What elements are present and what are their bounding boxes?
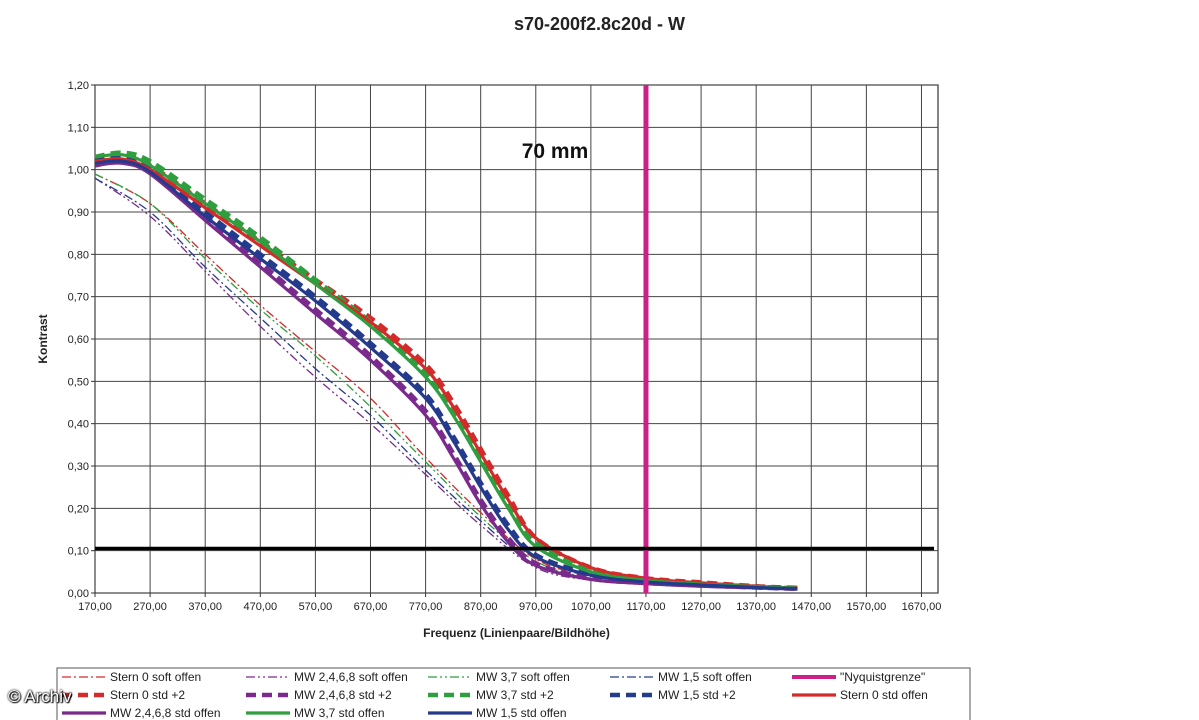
- legend-label: MW 3,7 soft offen: [476, 670, 570, 684]
- series-line: [94, 173, 798, 590]
- y-tick-label: 0,30: [68, 461, 89, 473]
- y-tick-label: 1,20: [68, 80, 89, 92]
- y-axis-label: Kontrast: [36, 314, 50, 363]
- series-line: [94, 177, 798, 591]
- y-tick-label: 0,80: [68, 249, 89, 261]
- legend-label: Stern 0 soft offen: [110, 670, 201, 684]
- focal-length-annotation: 70 mm: [522, 140, 589, 163]
- y-tick-label: 0,70: [68, 292, 89, 304]
- chart-title: s70-200f2.8c20d - W: [513, 14, 686, 34]
- legend-label: MW 3,7 std +2: [476, 688, 554, 702]
- x-axis-label: Frequenz (Linienpaare/Bildhöhe): [423, 626, 610, 640]
- x-tick-label: 370,00: [188, 601, 222, 613]
- legend-label: MW 2,4,6,8 soft offen: [294, 670, 408, 684]
- x-tick-label: 970,00: [519, 601, 553, 613]
- x-tick-label: 1070,00: [571, 601, 611, 613]
- legend-label: Stern 0 std +2: [110, 688, 185, 702]
- legend-label: "Nyquistgrenze": [840, 670, 925, 684]
- series-line: [94, 150, 798, 591]
- y-tick-label: 1,00: [68, 165, 89, 177]
- series-line: [94, 157, 798, 590]
- legend-label: Stern 0 std offen: [840, 688, 928, 702]
- y-tick-label: 0,00: [68, 588, 89, 600]
- y-tick-label: 0,10: [68, 546, 89, 558]
- y-tick-label: 0,50: [68, 376, 89, 388]
- x-tick-label: 270,00: [133, 601, 167, 613]
- y-tick-label: 1,10: [68, 122, 89, 134]
- y-tick-label: 0,40: [68, 419, 89, 431]
- x-tick-label: 670,00: [354, 601, 388, 613]
- x-tick-label: 1270,00: [681, 601, 721, 613]
- x-tick-label: 870,00: [464, 601, 498, 613]
- series-line: [94, 177, 798, 591]
- legend-label: MW 3,7 std offen: [294, 706, 385, 720]
- x-tick-label: 1170,00: [627, 601, 666, 613]
- x-tick-label: 1370,00: [736, 601, 776, 613]
- x-tick-label: 1470,00: [791, 601, 831, 613]
- series-line: [94, 159, 798, 591]
- legend-label: MW 2,4,6,8 std offen: [110, 706, 221, 720]
- x-tick-label: 570,00: [299, 601, 333, 613]
- x-tick-label: 470,00: [243, 601, 277, 613]
- legend-label: MW 1,5 std +2: [658, 688, 736, 702]
- x-tick-label: 770,00: [409, 601, 443, 613]
- x-tick-label: 170,00: [78, 601, 112, 613]
- series-line: [94, 154, 798, 592]
- series-line: [94, 173, 798, 590]
- legend-label: MW 1,5 soft offen: [658, 670, 752, 684]
- legend-label: MW 2,4,6,8 std +2: [294, 688, 392, 702]
- legend-label: MW 1,5 std offen: [476, 706, 567, 720]
- archive-credit: © Archiv: [8, 687, 72, 706]
- y-tick-label: 0,90: [68, 207, 89, 219]
- y-tick-label: 0,20: [68, 503, 89, 515]
- x-tick-label: 1670,00: [902, 601, 942, 613]
- x-tick-label: 1570,00: [846, 601, 886, 613]
- y-tick-label: 0,60: [68, 334, 89, 346]
